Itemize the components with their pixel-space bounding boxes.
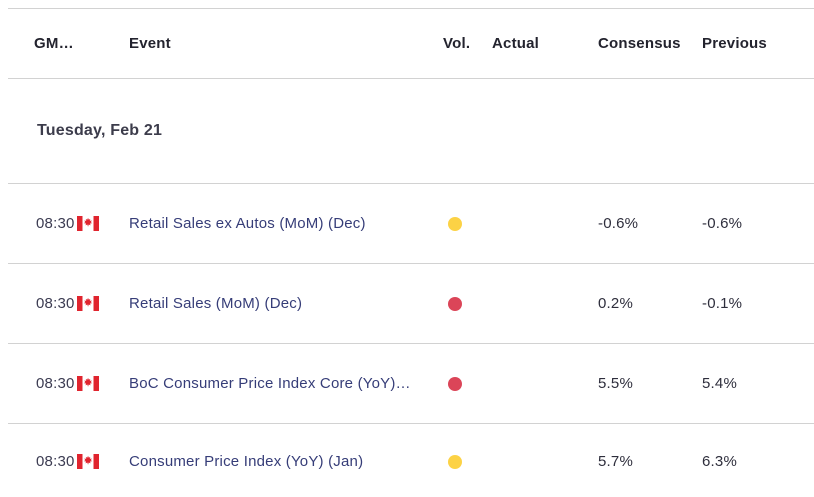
previous-value: -0.1% [702,295,743,312]
column-header-event[interactable]: Event [129,35,171,52]
table-row[interactable]: 08:30 BoC Consumer Price Index Core (YoY… [8,343,814,423]
volatility-dot-icon [448,216,462,231]
event-time: 08:30 [36,375,75,392]
canada-flag-icon [76,454,99,469]
consensus-value: 5.5% [598,375,633,392]
previous-value: 5.4% [702,375,737,392]
table-row[interactable]: 08:30 Consumer Price Index (YoY) (Jan) 5… [8,423,814,497]
time-cell: 08:30 [34,375,129,392]
column-header-previous[interactable]: Previous [702,35,767,52]
column-header-consensus[interactable]: Consensus [598,35,681,52]
time-cell: 08:30 [34,453,129,470]
table-row[interactable]: 08:30 Retail Sales (MoM) (Dec) 0.2% -0.1… [8,263,814,343]
column-header-vol[interactable]: Vol. [443,35,471,52]
day-section-title: Tuesday, Feb 21 [37,122,163,139]
volatility-dot-icon [448,454,462,469]
volatility-cell [443,454,492,469]
volatility-cell [443,296,492,311]
canada-flag-icon [76,296,99,311]
event-name-link[interactable]: Retail Sales ex Autos (MoM) (Dec) [129,215,366,232]
calendar-header-row: GM… Event Vol. Actual Consensus Previous [8,8,814,78]
event-name-link[interactable]: BoC Consumer Price Index Core (YoY)… [129,375,411,392]
event-time: 08:30 [36,215,75,232]
volatility-cell [443,376,492,391]
previous-value: 6.3% [702,453,737,470]
event-time: 08:30 [36,295,75,312]
event-name-link[interactable]: Consumer Price Index (YoY) (Jan) [129,453,364,470]
economic-calendar: GM… Event Vol. Actual Consensus Previous… [8,0,814,497]
event-name-link[interactable]: Retail Sales (MoM) (Dec) [129,295,303,312]
canada-flag-icon [76,216,99,231]
consensus-value: 5.7% [598,453,633,470]
day-section-header: Tuesday, Feb 21 [8,78,814,183]
volatility-dot-icon [448,296,462,311]
time-cell: 08:30 [34,215,129,232]
canada-flag-icon [76,376,99,391]
consensus-value: 0.2% [598,295,633,312]
volatility-dot-icon [448,376,462,391]
previous-value: -0.6% [702,215,743,232]
event-time: 08:30 [36,453,75,470]
volatility-cell [443,216,492,231]
table-row[interactable]: 08:30 Retail Sales ex Autos (MoM) (Dec) … [8,183,814,263]
time-cell: 08:30 [34,295,129,312]
column-header-gmt[interactable]: GM… [34,35,74,52]
consensus-value: -0.6% [598,215,639,232]
column-header-actual[interactable]: Actual [492,35,540,52]
